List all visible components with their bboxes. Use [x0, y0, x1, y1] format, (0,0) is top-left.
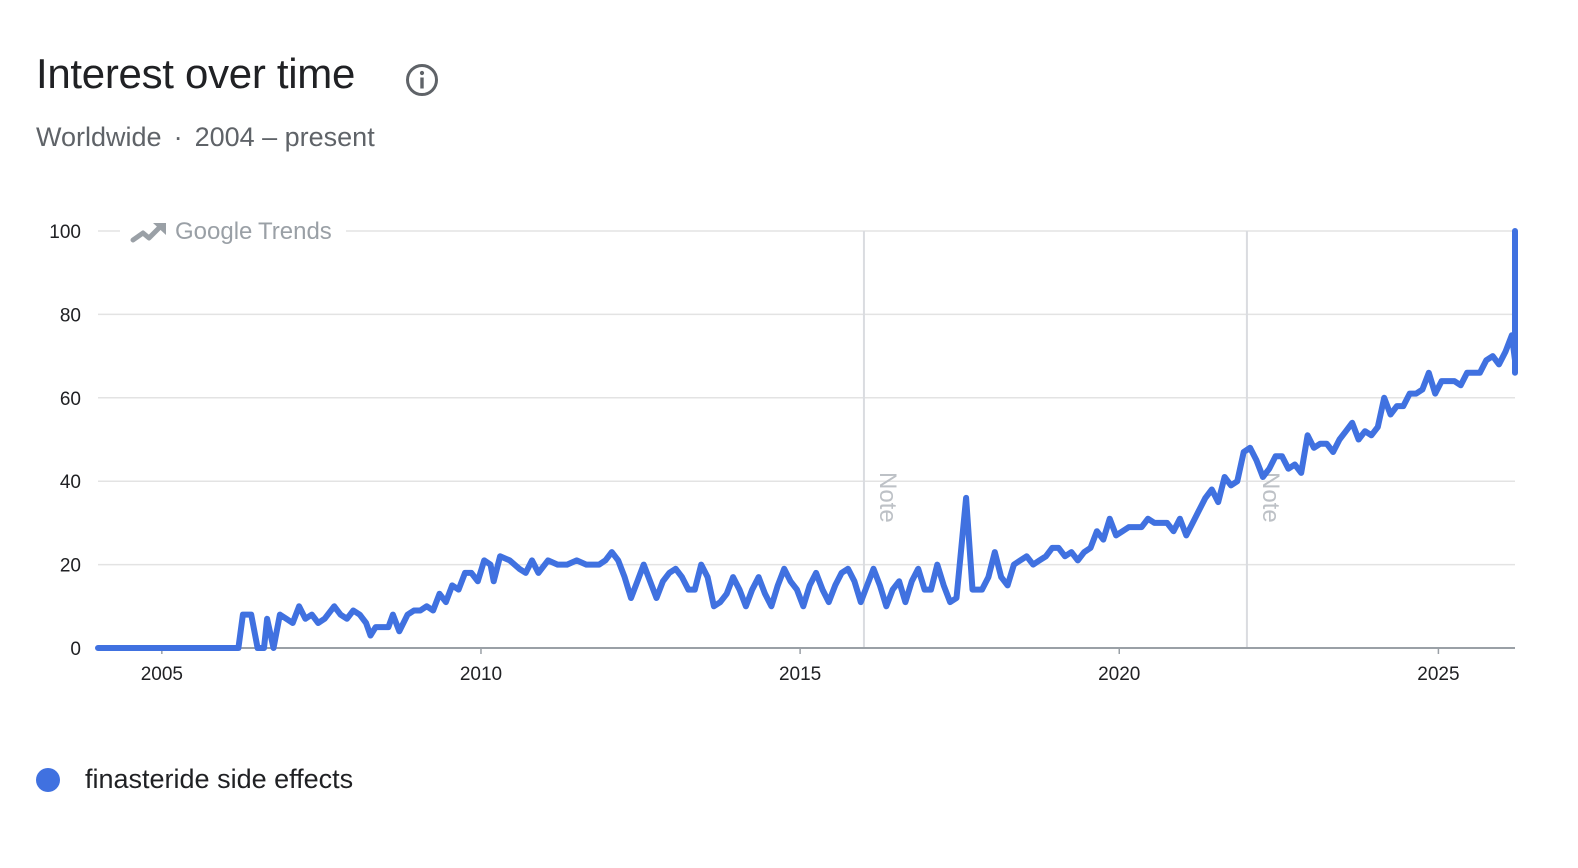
page-title: Interest over time — [36, 50, 356, 97]
x-tick-label: 2010 — [460, 664, 502, 685]
note-label: Note — [874, 472, 901, 523]
y-tick-label: 20 — [60, 556, 81, 577]
legend-marker — [36, 767, 60, 792]
x-tick-label: 2020 — [1098, 664, 1140, 685]
note-label: Note — [1257, 472, 1284, 523]
y-tick-label: 80 — [60, 305, 81, 326]
y-tick-label: 40 — [60, 472, 81, 493]
legend: finasteride side effects — [36, 764, 353, 795]
separator: · — [173, 122, 183, 152]
interest-chart[interactable]: 0 20 40 60 80 100 Google Trends Note Note 2005 2010… — [0, 190, 1578, 710]
subtitle: Worldwide · 2004 – present — [36, 122, 375, 153]
legend-series-label[interactable]: finasteride side effects — [85, 764, 354, 794]
watermark-product: Trends — [258, 218, 332, 245]
x-tick-label: 2005 — [141, 664, 183, 685]
watermark-brand: Google — [175, 218, 252, 245]
y-tick-label: 0 — [70, 639, 81, 660]
x-tick-label: 2015 — [779, 664, 821, 685]
series-line — [95, 228, 1518, 651]
region-label[interactable]: Worldwide — [36, 122, 162, 152]
trending-up-icon-arrowhead — [153, 223, 166, 235]
y-tick-label: 60 — [60, 389, 81, 410]
x-tick-label: 2025 — [1417, 664, 1459, 685]
info-icon[interactable] — [404, 62, 440, 98]
time-range-label[interactable]: 2004 – present — [194, 122, 375, 152]
y-tick-label: 100 — [49, 222, 81, 243]
trending-up-icon — [130, 223, 164, 243]
